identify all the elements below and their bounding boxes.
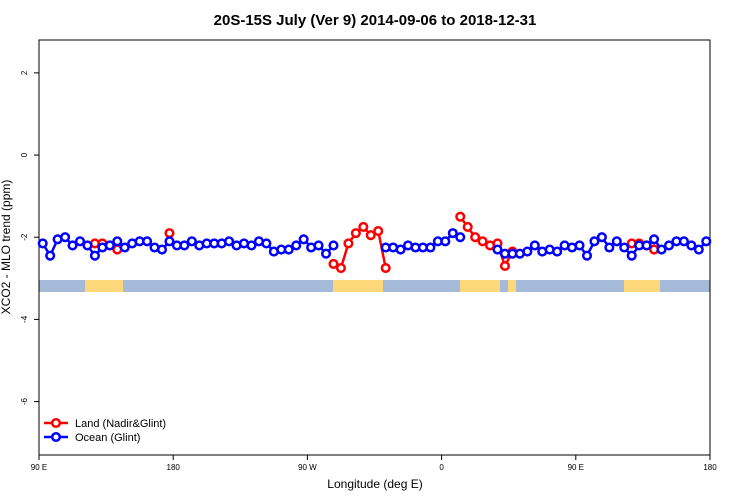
data-point — [328, 258, 339, 269]
data-point — [74, 236, 86, 247]
data-point — [104, 240, 115, 251]
data-point — [447, 228, 458, 239]
data-point — [164, 236, 175, 247]
y-axis-label: XCO2 - MLO trend (ppm) — [0, 180, 13, 315]
data-point — [477, 236, 488, 247]
data-point — [619, 242, 630, 253]
data-point — [455, 211, 466, 222]
data-point — [291, 240, 302, 251]
x-tick-label: 180 — [703, 463, 717, 472]
surface-strip — [39, 280, 710, 292]
data-point — [455, 232, 466, 243]
data-point — [425, 242, 436, 253]
data-point — [462, 221, 473, 233]
data-point — [492, 244, 503, 255]
legend-label: Ocean (Glint) — [75, 432, 140, 444]
data-point — [686, 240, 697, 251]
data-point — [552, 246, 563, 257]
y-tick-label: -2 — [20, 233, 29, 241]
x-axis-label: Longitude (deg E) — [327, 477, 422, 491]
data-point — [45, 250, 56, 261]
x-tick-label: 90 E — [568, 463, 584, 472]
y-tick-label: 0 — [20, 152, 29, 157]
data-point — [112, 236, 123, 247]
data-point — [67, 240, 78, 251]
land-patch — [624, 280, 660, 292]
x-tick-label: 90 W — [298, 463, 317, 472]
y-tick-label: 2 — [20, 70, 29, 75]
y-tick-label: -4 — [20, 315, 29, 323]
data-point — [320, 248, 332, 259]
data-point — [358, 221, 369, 233]
data-point — [328, 240, 339, 251]
data-point — [589, 236, 600, 247]
plot-frame — [38, 39, 711, 456]
data-point — [529, 240, 540, 251]
data-point — [596, 232, 607, 243]
data-point — [649, 234, 660, 245]
y-tick-label: -6 — [20, 397, 29, 405]
data-point — [350, 228, 361, 239]
land-patch — [333, 280, 383, 292]
data-point — [440, 236, 451, 247]
data-point — [261, 238, 272, 249]
data-point — [663, 240, 675, 251]
data-point — [626, 250, 637, 261]
data-point — [335, 262, 347, 274]
land-patch — [460, 280, 500, 292]
data-point — [89, 250, 100, 261]
x-tick-label: 0 — [439, 463, 444, 472]
data-point — [701, 236, 712, 247]
land-patch — [85, 280, 123, 292]
data-point — [395, 244, 406, 255]
data-point — [656, 244, 667, 255]
data-point — [60, 232, 71, 243]
data-point — [499, 260, 511, 272]
legend-marker — [50, 431, 62, 443]
data-point — [693, 244, 704, 255]
data-point — [82, 240, 93, 251]
data-point — [522, 246, 533, 257]
data-point — [224, 236, 235, 247]
data-point — [604, 242, 615, 253]
x-tick-label: 90 E — [31, 463, 47, 472]
data-point — [142, 236, 153, 247]
legend-marker — [50, 417, 62, 429]
data-point — [179, 240, 190, 251]
data-point — [186, 236, 197, 247]
data-point — [246, 240, 257, 251]
data-point — [365, 230, 376, 241]
data-point — [343, 238, 354, 249]
data-point — [119, 242, 130, 253]
data-point — [380, 262, 391, 274]
chart-title: 20S-15S July (Ver 9) 2014-09-06 to 2018-… — [214, 12, 537, 29]
data-point — [164, 228, 175, 239]
data-point — [37, 238, 48, 249]
land-patch — [508, 280, 516, 292]
data-point — [373, 226, 384, 237]
data-point — [611, 236, 622, 247]
data-point — [574, 240, 585, 251]
x-tick-label: 180 — [167, 463, 181, 472]
data-point — [156, 244, 168, 255]
data-point — [641, 240, 652, 251]
legend-label: Land (Nadir&Glint) — [75, 418, 166, 430]
data-point — [581, 250, 593, 261]
data-point — [313, 240, 324, 251]
data-point — [470, 232, 481, 243]
data-point — [678, 236, 689, 247]
data-point — [283, 244, 294, 255]
data-point — [298, 234, 309, 245]
